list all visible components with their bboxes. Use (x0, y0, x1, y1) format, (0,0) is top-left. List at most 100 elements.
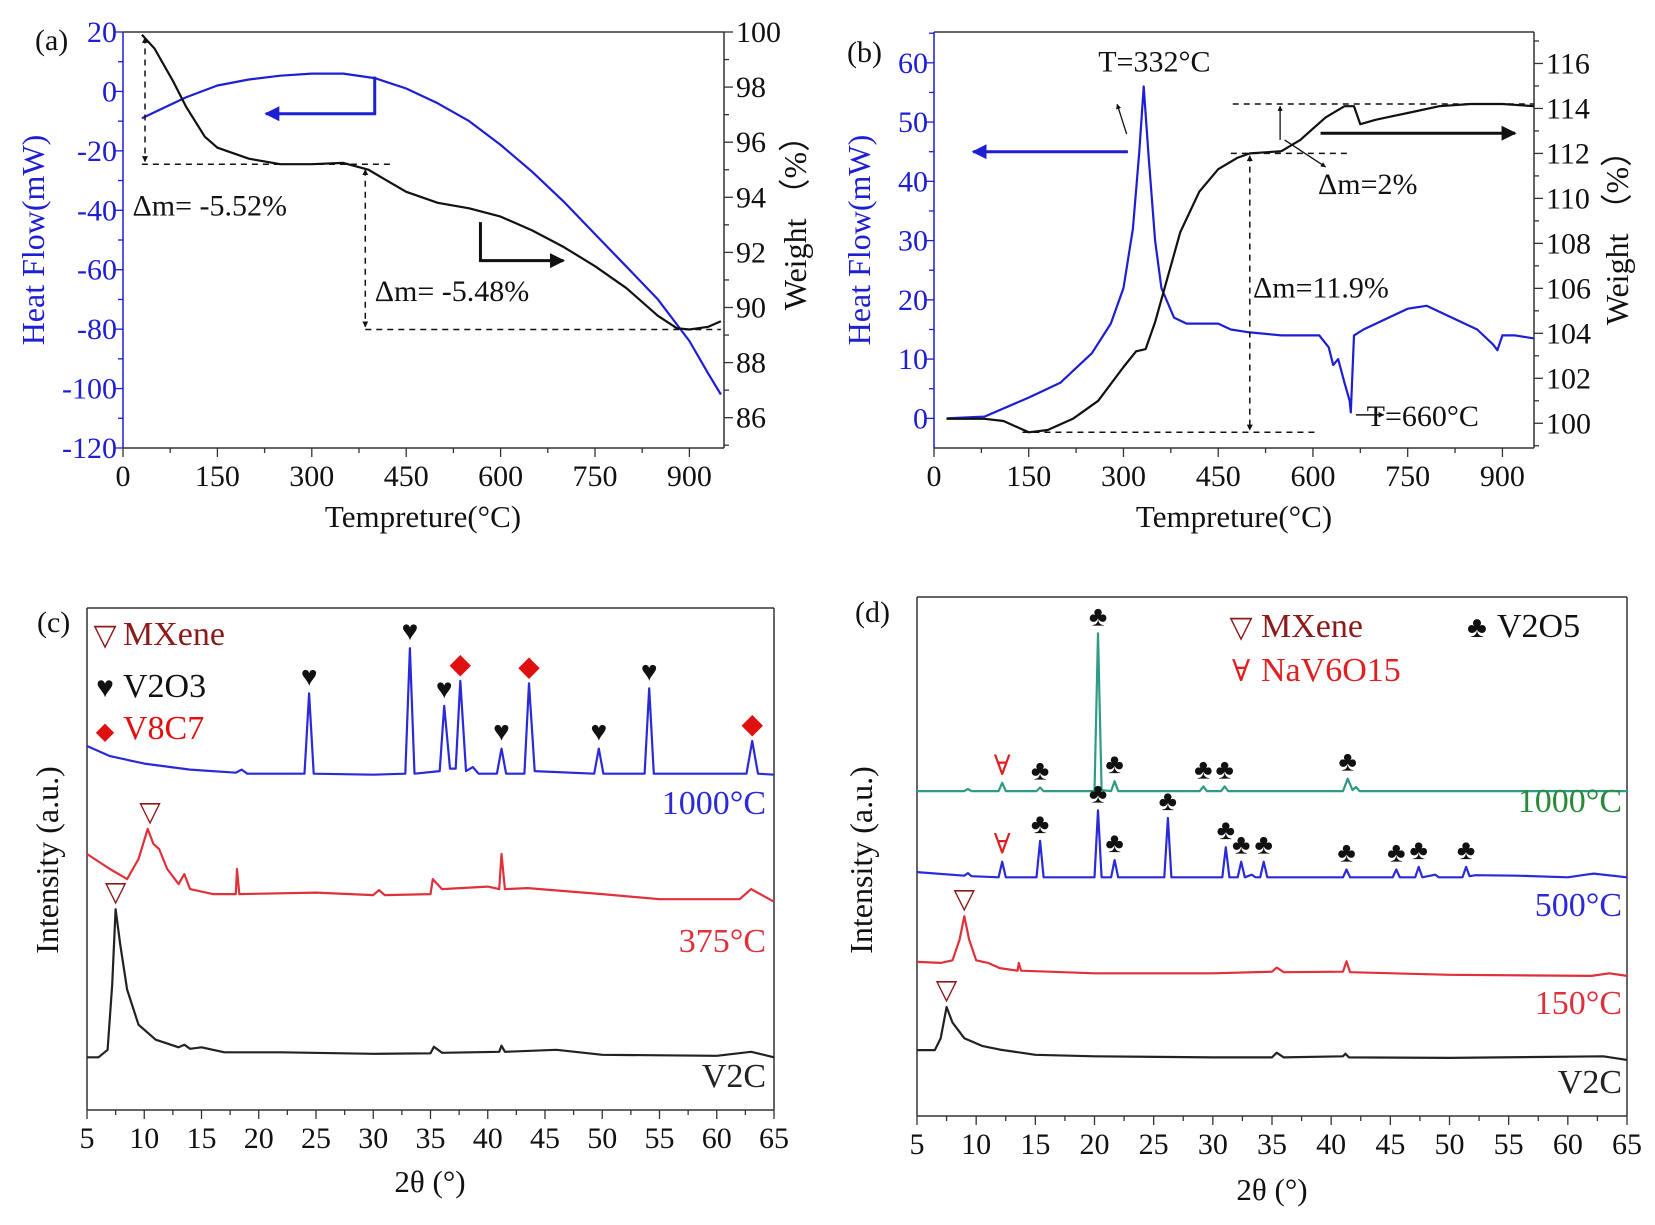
peak-marker: ♥ (641, 656, 658, 687)
y2-tick-label: 106 (1546, 272, 1591, 305)
peak-marker: ♥ (301, 661, 318, 692)
peak-marker: ♣ (1215, 754, 1233, 785)
legend-symbol: ◆ (96, 719, 115, 745)
x-axis-label: Tempreture(°C) (1136, 499, 1332, 534)
y2-axis-label: Weight （%） (777, 120, 813, 310)
x-tick-label: 5 (910, 1128, 925, 1161)
curve-label: 500°C (1535, 887, 1622, 924)
peak-marker: ∀ (994, 751, 1011, 782)
series-line-500°C (916, 809, 1628, 879)
y2-tick-label: 104 (1546, 317, 1591, 350)
peak-marker: ♣ (1339, 747, 1357, 778)
legend-label: V2O5 (1497, 608, 1580, 645)
y-tick-label: 0 (102, 75, 117, 108)
x-tick-label: 450 (1196, 460, 1241, 493)
series-line-1000°C (917, 632, 1627, 793)
y2-tick-label: 100 (736, 16, 781, 49)
y2-tick-label: 96 (736, 126, 766, 159)
annotation: Δm=11.9% (1253, 271, 1389, 304)
annotation: T=332°C (1098, 46, 1210, 79)
x-axis-label: Tempreture(°C) (325, 499, 521, 534)
x-tick-label: 20 (1080, 1128, 1110, 1161)
peak-marker: ♣ (1410, 835, 1428, 866)
peak-marker: ◆ (518, 651, 540, 682)
x-tick-label: 35 (416, 1122, 446, 1155)
x-tick-label: 450 (384, 460, 429, 493)
x-tick-label: 65 (1612, 1128, 1642, 1161)
legend-symbol: ∀ (1232, 655, 1250, 688)
y-tick-label: -100 (62, 373, 117, 406)
x-axis-label: 2θ (°) (1236, 1172, 1307, 1207)
x-tick-label: 30 (1198, 1128, 1228, 1161)
y2-tick-label: 88 (736, 347, 766, 380)
panel-c: 5 10 15 20 25 30 35 40 45 50 55 60 65 (c) 2θ (°) Intens… (29, 606, 789, 1199)
series-line (946, 102, 1535, 434)
peak-marker: ♣ (1337, 837, 1355, 868)
x-tick-label: 300 (289, 460, 334, 493)
y2-tick-label: 114 (1546, 92, 1590, 125)
annotation: Δm=2% (1318, 168, 1418, 201)
x-tick-label: 5 (80, 1122, 95, 1155)
legend-label: MXene (1261, 608, 1363, 645)
x-axis-label: 2θ (°) (394, 1164, 465, 1199)
x-tick-label: 65 (759, 1122, 789, 1155)
curve-label: 150°C (1535, 985, 1622, 1022)
curve-label: 1000°C (662, 785, 766, 822)
series-line (141, 72, 722, 396)
peak-marker: ♥ (591, 717, 608, 748)
y2-tick-label: 102 (1546, 362, 1591, 395)
peak-marker: ♣ (1159, 786, 1177, 817)
y-tick-label: 60 (898, 47, 928, 80)
y-tick-label: 50 (898, 106, 928, 139)
peak-marker: ♣ (1031, 809, 1049, 840)
x-tick-label: 10 (129, 1122, 159, 1155)
y2-tick-label: 98 (736, 71, 766, 104)
y-axis-label: Heat Flow(mW) (841, 135, 877, 346)
peak-marker: ♥ (436, 674, 453, 705)
y2-tick-label: 92 (736, 236, 766, 269)
legend-label: NaV6O15 (1261, 652, 1401, 689)
panel-label: (d) (855, 596, 890, 629)
annotation: T=660°C (1367, 400, 1479, 433)
x-tick-label: 25 (301, 1122, 331, 1155)
x-tick-label: 750 (1385, 460, 1430, 493)
y-tick-label: 0 (913, 402, 928, 435)
peak-marker: ♣ (1232, 830, 1250, 861)
legend-symbol: ♣ (1467, 611, 1487, 644)
y-tick-label: -20 (77, 135, 117, 168)
peak-marker: ♣ (1255, 830, 1273, 861)
peak-marker: ♣ (1089, 778, 1107, 809)
panel-b: 0 150 300 450 600 750 900 0 10 20 30 40 50 60 100 102 10… (841, 31, 1635, 534)
y-tick-label: 30 (898, 225, 928, 258)
y2-tick-label: 100 (1546, 407, 1591, 440)
x-tick-label: 55 (645, 1122, 675, 1155)
peak-marker: ▽ (954, 884, 976, 915)
y2-tick-label: 116 (1546, 47, 1590, 80)
legend-label: V8C7 (123, 710, 204, 747)
peak-marker: ▽ (105, 877, 127, 908)
series-line-V2C (917, 1005, 1628, 1061)
x-tick-label: 0 (116, 460, 131, 493)
series-line-375°C (86, 827, 775, 903)
y2-tick-label: 90 (736, 291, 766, 324)
y-tick-label: 10 (898, 343, 928, 376)
x-tick-label: 20 (244, 1122, 274, 1155)
peak-marker: ▽ (936, 975, 958, 1006)
y2-tick-label: 112 (1546, 137, 1590, 170)
panel-label: (c) (37, 606, 70, 639)
y-tick-label: 20 (87, 16, 117, 49)
peak-pointer (1116, 103, 1128, 135)
curve-label: 1000°C (1518, 783, 1622, 820)
y-tick-label: -40 (77, 194, 117, 227)
panel-d: 5 10 15 20 25 30 35 40 45 50 55 60 65 (d) 2θ (°) Intens… (843, 596, 1642, 1207)
x-tick-label: 25 (1139, 1128, 1169, 1161)
y-tick-label: 20 (898, 284, 928, 317)
annotation: Δm= -5.52% (132, 190, 287, 223)
x-tick-label: 40 (473, 1122, 503, 1155)
x-tick-label: 300 (1101, 460, 1146, 493)
panel-label: (b) (847, 36, 882, 69)
y2-tick-label: 86 (736, 402, 766, 435)
y-axis-label: Heat Flow(mW) (15, 135, 51, 346)
curve-label: V2C (702, 1058, 766, 1095)
